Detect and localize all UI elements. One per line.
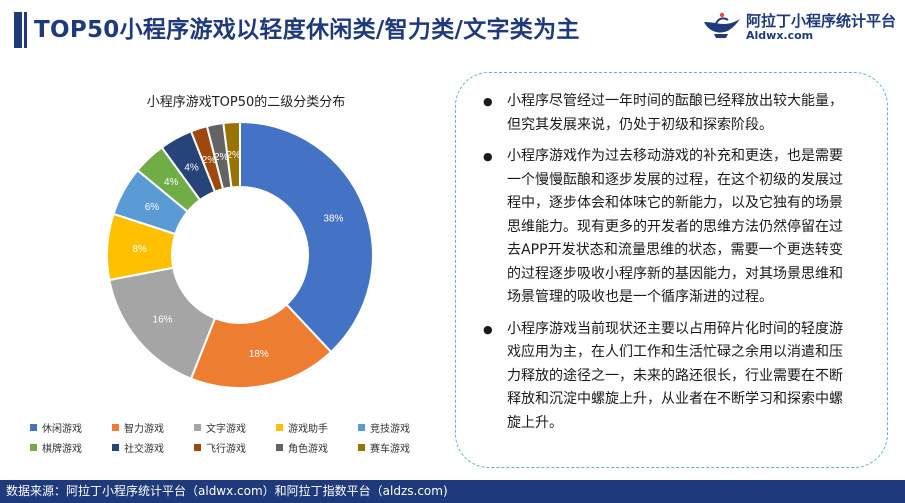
slice-label-2: 18%: [249, 349, 269, 360]
legend-item: 角色游戏: [276, 439, 358, 456]
legend-label: 社交游戏: [124, 444, 164, 455]
chart-legend: 休闲游戏 智力游戏 文字游戏 游戏助手 竞技游戏棋牌游戏 社交游戏 飞行游戏 角色游戏 赛车游戏: [30, 419, 450, 459]
slice-label-3: 16%: [153, 315, 173, 326]
legend-swatch: [276, 424, 283, 431]
legend-swatch: [194, 444, 201, 451]
donut-slice-1: [239, 120, 374, 354]
legend-label: 休闲游戏: [42, 424, 82, 435]
note-item: 小程序游戏作为过去移动游戏的补充和更迭，也是需要一个慢慢酝酿和逐步发展的过程，在…: [483, 145, 843, 310]
legend-label: 角色游戏: [288, 444, 328, 455]
legend-swatch: [112, 424, 119, 431]
donut-slice-10: [222, 120, 241, 189]
brand-domain: Aldwx.com: [746, 29, 814, 42]
legend-item: 棋牌游戏: [30, 439, 112, 456]
legend-item: 竞技游戏: [358, 419, 440, 436]
slice-label-9: 2%: [214, 152, 229, 163]
slice-label-8: 2%: [202, 155, 217, 166]
legend-label: 游戏助手: [288, 424, 328, 435]
legend-swatch: [30, 424, 37, 431]
legend-item: 文字游戏: [194, 419, 276, 436]
legend-row: 休闲游戏 智力游戏 文字游戏 游戏助手 竞技游戏: [30, 419, 450, 436]
slice-label-4: 8%: [132, 244, 147, 255]
legend-swatch: [30, 444, 37, 451]
data-source: 数据来源：阿拉丁小程序统计平台（aldwx.com）和阿拉丁指数平台（aldzs…: [6, 484, 448, 498]
legend-label: 飞行游戏: [206, 444, 246, 455]
legend-label: 棋牌游戏: [42, 444, 82, 455]
legend-label: 赛车游戏: [370, 444, 410, 455]
footer-bar: 数据来源：阿拉丁小程序统计平台（aldwx.com）和阿拉丁指数平台（aldzs…: [0, 480, 905, 503]
legend-item: 游戏助手: [276, 419, 358, 436]
legend-swatch: [276, 444, 283, 451]
legend-item: 智力游戏: [112, 419, 194, 436]
aladdin-lamp-icon: [704, 12, 740, 38]
legend-label: 文字游戏: [206, 424, 246, 435]
slice-label-7: 4%: [184, 162, 199, 173]
notes-panel: [455, 72, 888, 468]
title-accent-bar-thin: [24, 12, 27, 48]
legend-item: 休闲游戏: [30, 419, 112, 436]
slice-label-6: 4%: [164, 177, 179, 188]
chart-title: 小程序游戏TOP50的二级分类分布: [146, 95, 346, 110]
brand-name: 阿拉丁小程序统计平台: [746, 12, 897, 30]
notes-list: 小程序尽管经过一年时间的酝酿已经释放出较大能量，但究其发展来说，仍处于初级和探索…: [483, 90, 843, 443]
note-item: 小程序尽管经过一年时间的酝酿已经释放出较大能量，但究其发展来说，仍处于初级和探索…: [483, 90, 843, 137]
legend-item: 飞行游戏: [194, 439, 276, 456]
legend-item: 社交游戏: [112, 439, 194, 456]
slice-label-5: 6%: [145, 202, 160, 213]
brand-logo: 阿拉丁小程序统计平台 Aldwx.com: [702, 8, 897, 44]
slice-label-10: 2%: [226, 150, 241, 161]
donut-chart: 38%18%16%8%6%4%4%2%2%2%: [106, 120, 374, 389]
legend-label: 智力游戏: [124, 424, 164, 435]
note-item: 小程序游戏当前现状还主要以占用碎片化时间的轻度游戏应用为主，在人们工作和生活忙碌…: [483, 318, 843, 436]
title-accent-bar: [14, 12, 22, 48]
slice-label-1: 38%: [323, 214, 343, 225]
legend-swatch: [194, 424, 201, 431]
legend-row: 棋牌游戏 社交游戏 飞行游戏 角色游戏 赛车游戏: [30, 439, 450, 456]
page-title: TOP50小程序游戏以轻度休闲类/智力类/文字类为主: [34, 17, 580, 43]
legend-swatch: [112, 444, 119, 451]
legend-swatch: [358, 444, 365, 451]
legend-label: 竞技游戏: [370, 424, 410, 435]
legend-swatch: [358, 424, 365, 431]
legend-item: 赛车游戏: [358, 439, 440, 456]
